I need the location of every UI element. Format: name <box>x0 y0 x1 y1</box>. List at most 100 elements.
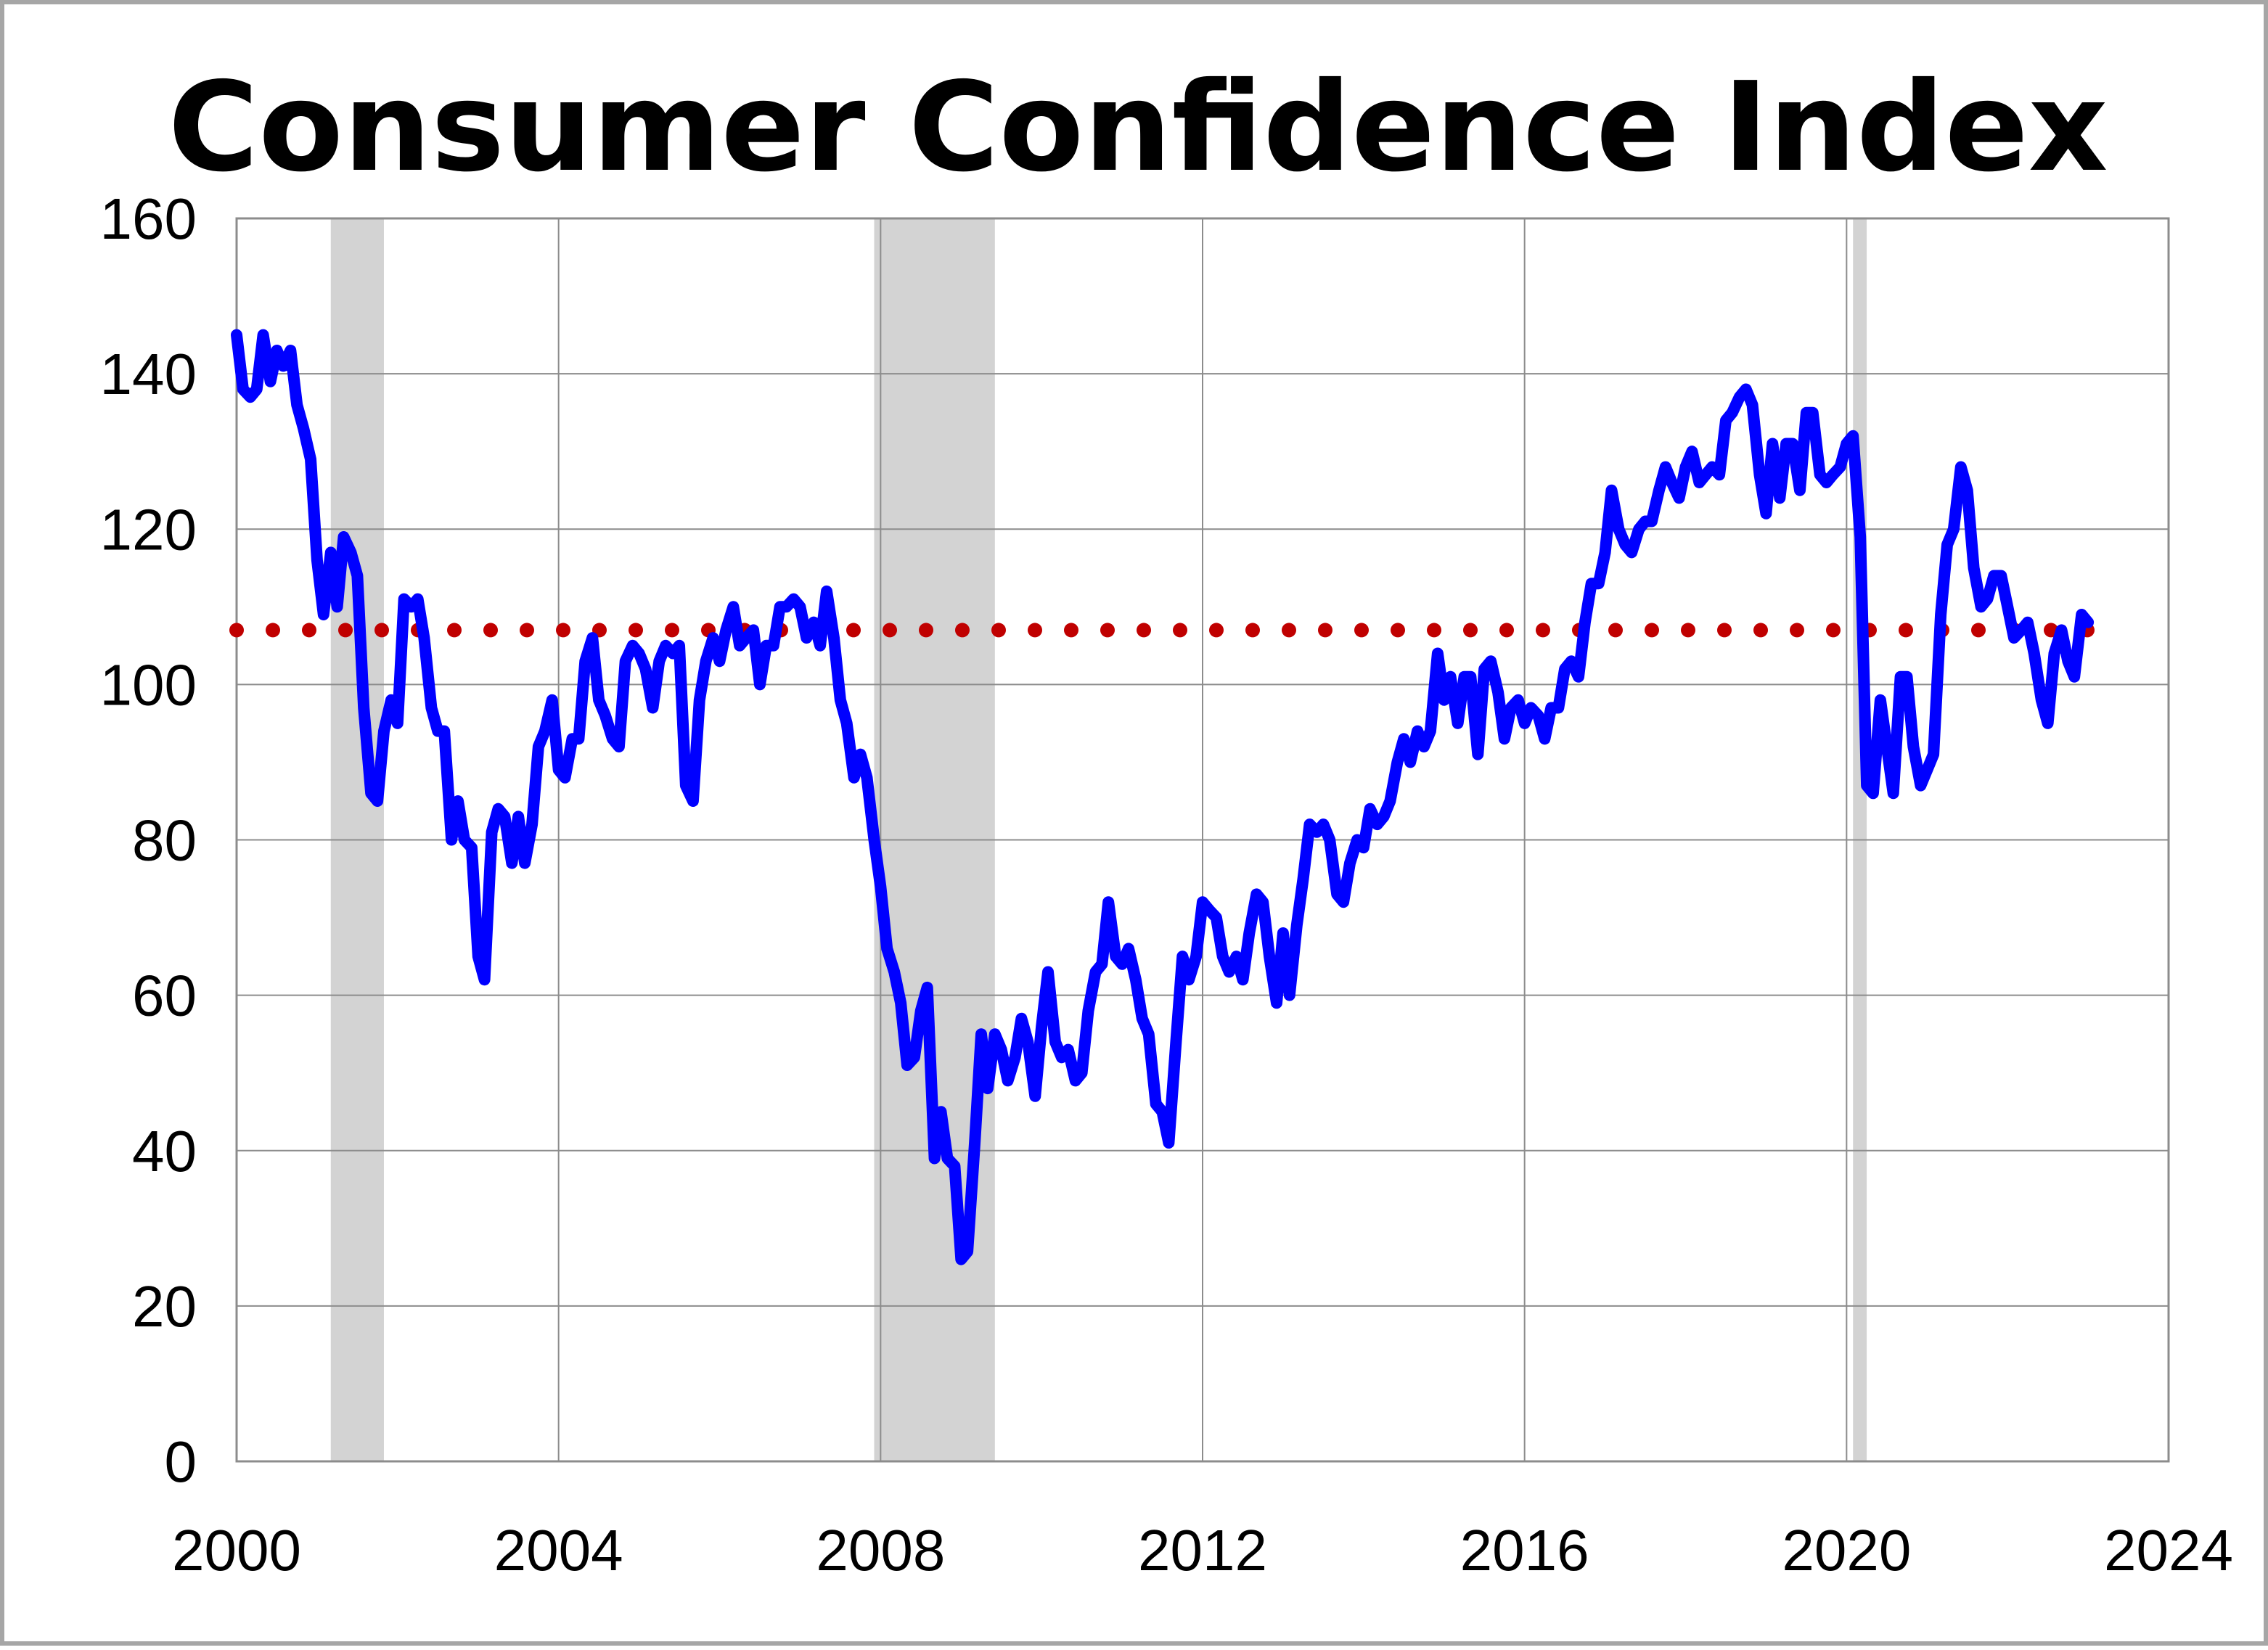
data-point <box>1449 675 1452 678</box>
data-point <box>785 605 788 609</box>
data-point <box>939 1110 943 1114</box>
data-point <box>1054 1040 1057 1043</box>
data-point <box>1952 528 1955 531</box>
data-point <box>241 387 245 391</box>
data-point <box>1811 411 1814 414</box>
data-point <box>771 644 775 647</box>
data-point <box>362 706 366 710</box>
data-point <box>557 768 560 772</box>
data-point <box>1644 520 1647 523</box>
data-point <box>1020 1017 1023 1020</box>
data-point <box>1509 706 1512 710</box>
data-point <box>1060 1056 1063 1059</box>
data-point <box>476 955 480 959</box>
data-point <box>1851 434 1855 438</box>
data-point <box>1549 706 1553 710</box>
data-point <box>597 698 601 702</box>
data-point <box>2060 628 2063 632</box>
data-point <box>2013 636 2016 640</box>
data-point <box>1785 442 1788 446</box>
data-point <box>631 644 634 647</box>
data-point <box>1335 892 1339 896</box>
data-point <box>1603 551 1607 554</box>
data-point <box>1912 745 1915 749</box>
data-point <box>235 333 238 337</box>
data-point <box>1690 450 1694 453</box>
data-point <box>302 427 306 430</box>
data-point <box>1047 970 1050 974</box>
data-point <box>443 729 446 733</box>
data-point <box>1214 916 1218 919</box>
plot-area-border <box>235 217 2170 1463</box>
data-point <box>1536 714 1540 718</box>
data-point <box>1080 1071 1084 1075</box>
data-point <box>1751 403 1754 406</box>
data-point <box>1295 924 1298 927</box>
x-tick-label: 2000 <box>172 1518 301 1583</box>
data-point <box>865 776 869 779</box>
data-point <box>409 605 413 609</box>
data-point <box>671 652 675 655</box>
data-point <box>658 660 661 663</box>
data-point <box>1919 784 1923 787</box>
data-point <box>946 1157 949 1160</box>
data-point <box>1637 528 1641 531</box>
data-point <box>510 861 514 865</box>
data-point <box>1865 784 1869 787</box>
data-point <box>1094 970 1097 974</box>
series-line <box>231 329 2095 1265</box>
data-point <box>1704 473 1708 477</box>
data-point <box>912 1056 916 1059</box>
data-point <box>1134 978 1137 982</box>
data-point <box>718 660 721 663</box>
data-point <box>1965 488 1969 492</box>
data-point <box>1597 582 1600 586</box>
data-point <box>2032 652 2036 655</box>
data-point <box>1368 807 1372 810</box>
data-point <box>402 597 406 601</box>
data-point <box>1375 823 1379 826</box>
data-point <box>416 597 419 601</box>
y-tick-label: 100 <box>100 652 197 717</box>
data-point <box>577 737 581 741</box>
data-point <box>261 333 265 337</box>
y-tick-label: 0 <box>165 1429 197 1494</box>
data-point <box>885 947 889 951</box>
chart-svg: Consumer Confidence Index 0 20 40 60 80 100 12… <box>100 56 2233 1583</box>
chart-title: Consumer Confidence Index <box>168 56 2108 200</box>
data-point <box>1221 955 1224 959</box>
data-point <box>1891 792 1895 795</box>
data-point <box>905 1063 909 1067</box>
data-point <box>2052 652 2056 655</box>
data-point <box>1416 729 1420 733</box>
data-point <box>664 644 668 647</box>
data-point <box>1650 520 1653 523</box>
data-point <box>792 597 795 601</box>
data-point <box>1583 620 1587 624</box>
series-layer <box>231 329 2095 1265</box>
data-point <box>1516 698 1520 702</box>
data-point <box>289 349 292 353</box>
data-point <box>356 574 359 578</box>
data-point <box>1469 675 1473 678</box>
data-point <box>2087 620 2090 624</box>
data-point <box>1979 605 1983 609</box>
data-point <box>1502 737 1506 741</box>
data-point <box>1610 488 1613 492</box>
data-point <box>1235 955 1238 959</box>
data-point <box>382 729 385 733</box>
data-point <box>859 752 862 756</box>
data-point <box>436 729 440 733</box>
data-point <box>503 815 507 818</box>
x-tick-label: 2020 <box>1782 1518 1911 1583</box>
data-point <box>1730 411 1734 414</box>
data-point <box>1878 698 1882 702</box>
data-point <box>678 644 681 647</box>
data-point <box>1791 442 1795 446</box>
data-point <box>1497 691 1500 694</box>
data-point <box>798 605 802 609</box>
data-point <box>697 698 701 702</box>
data-point <box>973 1141 977 1145</box>
data-point <box>1362 846 1365 850</box>
data-point <box>269 379 272 383</box>
